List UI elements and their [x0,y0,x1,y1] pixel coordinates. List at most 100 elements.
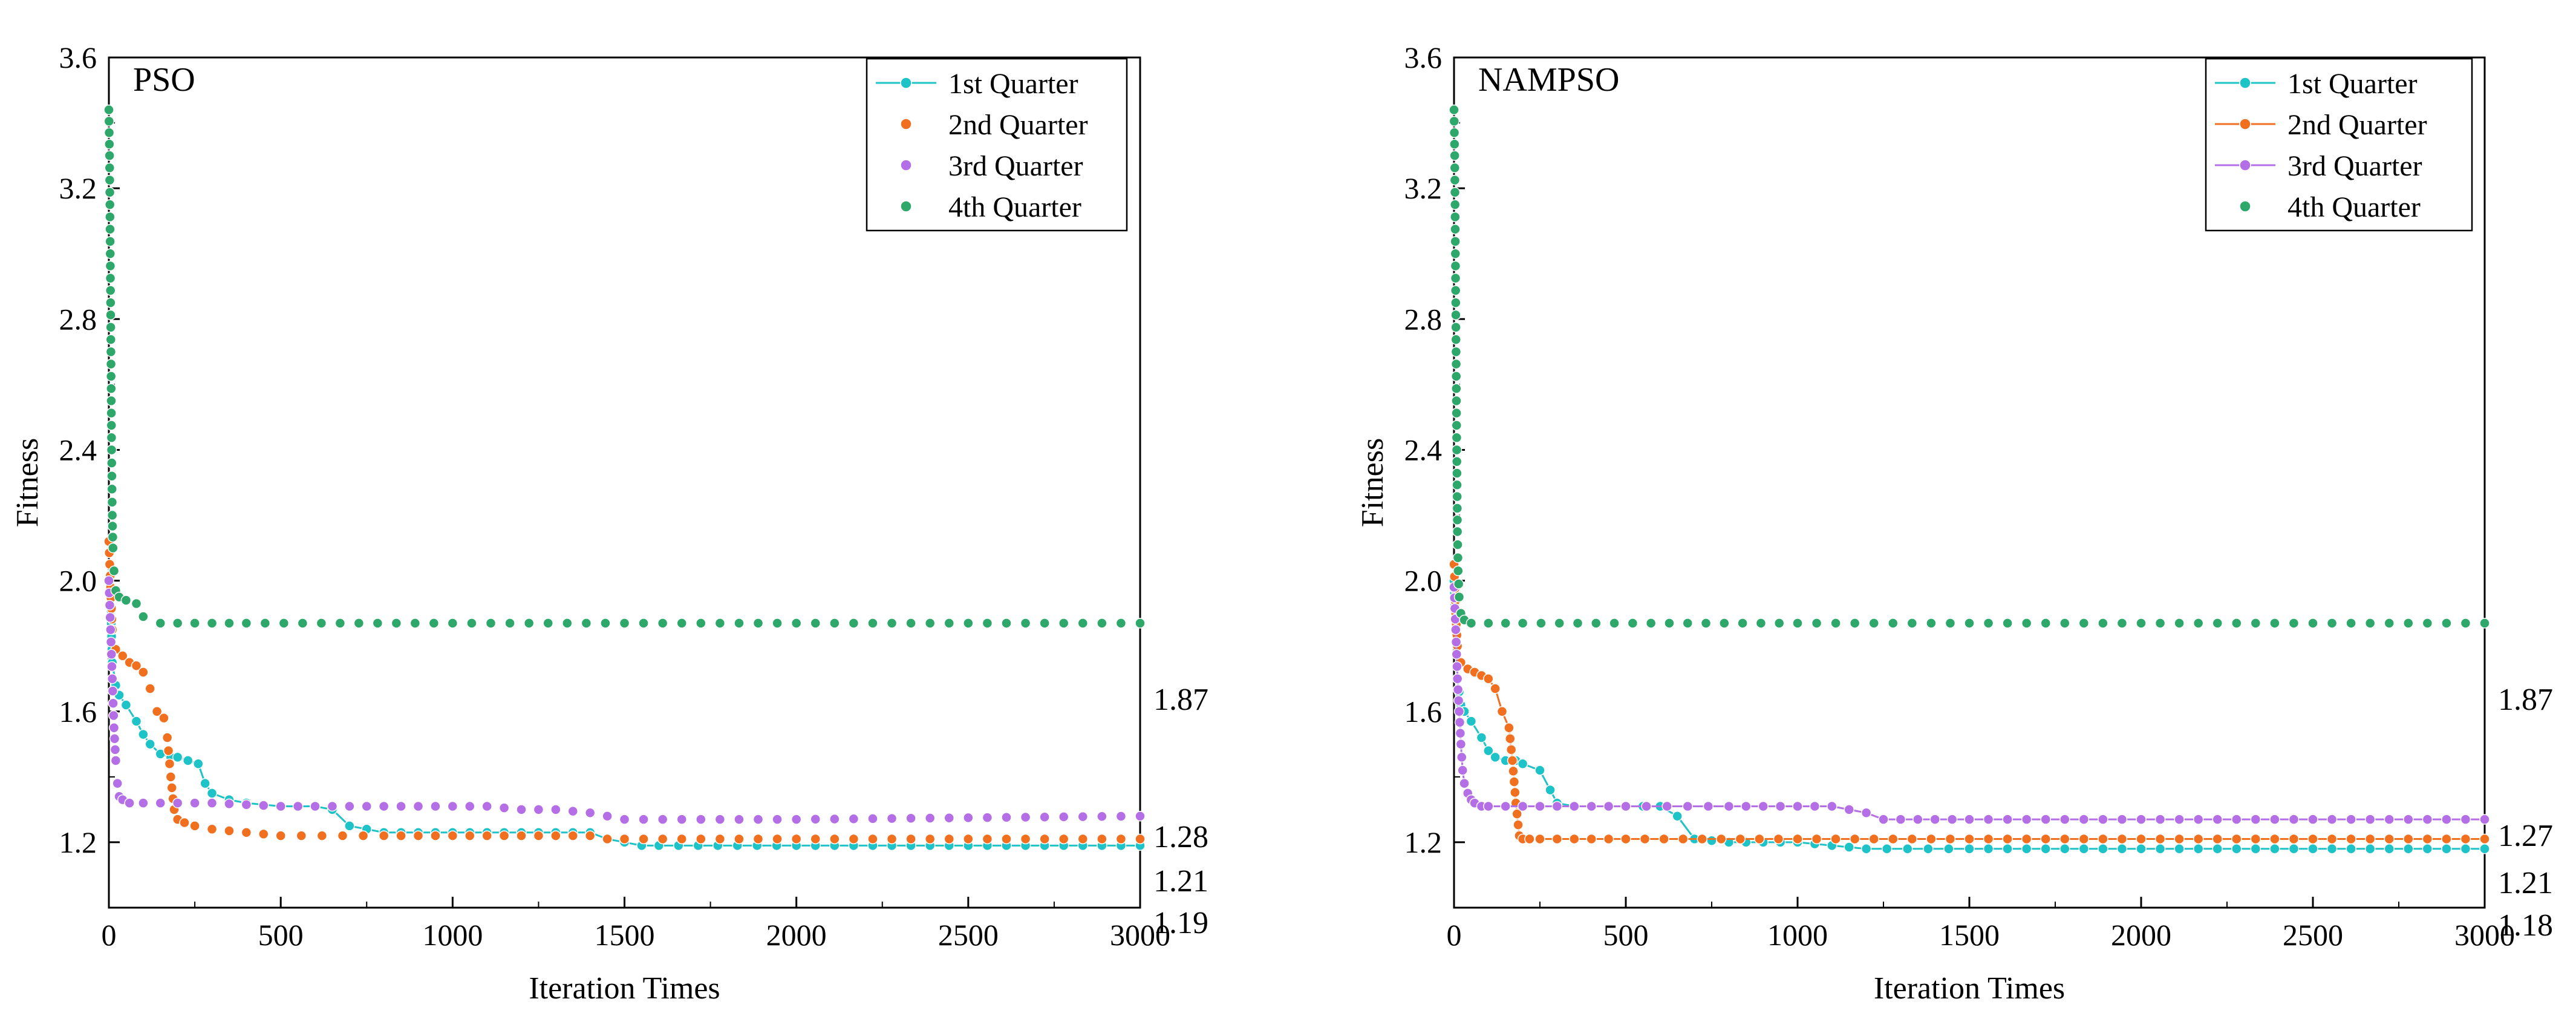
data-point [516,830,527,841]
data-point [1508,776,1520,787]
data-point [1001,618,1012,629]
series-1 [1449,575,2490,854]
data-point [105,358,117,370]
data-point [2136,618,2147,629]
data-point [848,618,859,629]
legend-item: 2nd Quarter [900,109,1088,141]
data-point [1719,618,1730,629]
x-tick-label: 1000 [422,918,483,952]
data-point [1697,833,1707,845]
data-point [105,346,117,358]
data-point [1450,236,1461,247]
data-point [2460,618,2471,629]
data-point [189,618,200,629]
data-point [2002,814,2013,825]
data-point [378,801,390,812]
data-point [1450,371,1462,382]
data-point [924,813,936,824]
data-point [1452,491,1462,502]
data-point [523,618,535,629]
data-point [189,821,200,831]
data-point [1001,833,1012,845]
data-point [2288,843,2300,854]
data-point [1466,618,1477,629]
data-point [1449,199,1461,210]
data-point [1773,618,1785,629]
data-point [1755,618,1767,629]
data-point [1452,479,1462,491]
x-tick-label: 2500 [938,918,999,952]
data-point [1450,346,1462,358]
data-point [108,542,119,554]
data-point [106,432,117,443]
data-point [224,825,235,836]
x-tick-label: 2500 [2283,918,2343,952]
data-point [357,830,369,841]
data-point [1603,801,1614,812]
data-point [1946,814,1958,825]
data-point [1115,618,1127,629]
data-point [1645,618,1657,629]
data-point [200,778,210,789]
data-point [172,752,183,763]
data-point [2364,618,2376,629]
data-point [1716,833,1727,845]
data-point [1661,801,1672,812]
data-point [886,618,898,629]
data-point [2174,618,2185,629]
data-point [905,618,916,629]
data-point [2460,814,2471,825]
data-point [1483,745,1494,756]
data-point [1476,732,1487,743]
series-line [1453,564,2485,840]
data-point [110,755,122,766]
legend-label: 3rd Quarter [2287,150,2422,182]
axes: 0 500 1000 1500 2000 2500 3000 1.2 1.6 2.0 2.4 2.8 3… [1404,41,2516,952]
data-point [2154,833,2166,845]
data-point [1115,833,1127,845]
data-point [1983,833,1994,845]
data-point [2250,833,2261,845]
data-point [1505,744,1517,755]
data-point [2021,833,2032,845]
data-point [2479,843,2490,854]
data-point [409,618,421,629]
data-point [106,457,117,468]
data-point [104,139,115,149]
data-point [120,700,132,710]
data-point [1983,814,1994,825]
data-point [131,660,142,671]
data-point [179,817,190,828]
data-point [105,309,116,321]
data-point [1454,717,1466,728]
data-point [1452,468,1462,479]
data-point [1077,811,1089,822]
data-point [447,801,458,812]
data-point [1609,618,1620,629]
legend-label: 2nd Quarter [2287,109,2427,141]
data-point [1888,833,1899,845]
legend-label: 1st Quarter [2287,68,2418,100]
data-point [163,745,174,756]
series-2 [1449,559,2490,845]
data-point [2250,843,2261,854]
chart-title: PSO [133,61,195,99]
x-axis-title: Iteration Times [1874,971,2065,1006]
data-point [2231,618,2242,629]
data-point [944,618,955,629]
data-point [1505,733,1516,744]
data-point [155,618,166,629]
data-point [1449,187,1461,198]
data-point [602,810,613,822]
data-point [2403,618,2414,629]
data-point [533,804,544,815]
data-point [193,758,204,769]
data-point [106,483,117,495]
data-point [155,798,166,808]
data-point [734,814,745,825]
end-value-label: 1.27 [2498,819,2553,853]
data-point [2212,618,2223,629]
data-point [138,667,149,678]
data-point [752,618,764,629]
data-point [1603,833,1614,845]
